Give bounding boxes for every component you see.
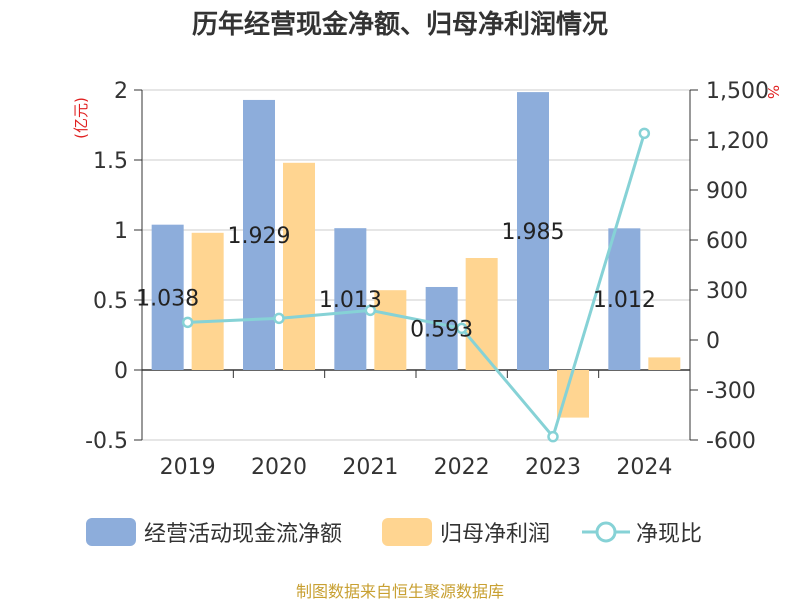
right-tick-label: 900 xyxy=(706,179,748,204)
left-tick-label: 0.5 xyxy=(93,289,128,314)
right-tick-label: 300 xyxy=(706,279,748,304)
legend-label-net-profit: 归母净利润 xyxy=(440,522,551,547)
right-tick-label: -600 xyxy=(706,429,756,454)
data-label-cash-flow: 1.012 xyxy=(593,288,656,313)
right-axis-unit: % xyxy=(764,85,782,99)
left-tick-label: 1.5 xyxy=(93,149,128,174)
x-tick-label: 2021 xyxy=(342,455,398,480)
bar-cash-flow xyxy=(243,99,275,370)
left-axis-unit: (亿元) xyxy=(72,97,90,139)
x-tick-label: 2020 xyxy=(251,455,307,480)
source-note: 制图数据来自恒生聚源数据库 xyxy=(295,582,504,601)
chart-legend: 经营活动现金流净额 归母净利润 净现比 xyxy=(0,516,800,552)
right-tick-label: 600 xyxy=(706,229,748,254)
left-tick-label: 1 xyxy=(114,219,128,244)
bar-net-profit xyxy=(648,357,681,370)
left-tick-label: 2 xyxy=(114,79,128,104)
legend-line-icon xyxy=(582,521,630,543)
line-cash-ratio xyxy=(187,132,646,440)
bar-net-profit xyxy=(283,162,315,370)
chart-title: 历年经营现金净额、归母净利润情况 xyxy=(191,10,608,40)
data-label-cash-flow: 1.013 xyxy=(319,288,382,313)
bar-net-profit xyxy=(374,290,407,370)
legend-item-cash-ratio[interactable]: 净现比 xyxy=(582,516,702,548)
legend-swatch-net-profit xyxy=(382,518,432,546)
x-tick-label: 2023 xyxy=(525,455,581,480)
point-cash-ratio xyxy=(547,430,559,443)
point-cash-ratio xyxy=(273,312,285,325)
point-cash-ratio xyxy=(181,316,194,329)
bar-cash-flow xyxy=(517,92,549,370)
legend-item-net-profit[interactable]: 归母净利润 xyxy=(382,516,550,548)
data-label-cash-flow: 1.985 xyxy=(502,220,565,245)
point-cash-ratio xyxy=(455,322,468,335)
bar-cash-flow xyxy=(425,286,458,370)
x-tick-label: 2024 xyxy=(616,455,672,480)
data-label-cash-flow: 0.593 xyxy=(410,317,473,342)
right-tick-label: 0 xyxy=(706,329,720,354)
right-tick-label: 1,200 xyxy=(706,129,769,154)
point-cash-ratio xyxy=(638,127,651,140)
point-cash-ratio xyxy=(364,304,377,317)
bar-cash-flow xyxy=(151,224,184,370)
right-tick-label: 1,500 xyxy=(706,79,769,104)
legend-label-cash-flow: 经营活动现金流净额 xyxy=(144,522,343,547)
legend-item-cash-flow[interactable]: 经营活动现金流净额 xyxy=(86,516,342,548)
legend-swatch-cash-flow xyxy=(86,518,136,546)
x-tick-label: 2019 xyxy=(160,455,216,480)
legend-label-cash-ratio: 净现比 xyxy=(636,522,703,547)
x-tick-label: 2022 xyxy=(434,455,490,480)
bar-cash-flow xyxy=(334,228,367,370)
left-tick-label: -0.5 xyxy=(85,429,128,454)
left-tick-label: 0 xyxy=(114,359,128,384)
right-tick-label: -300 xyxy=(706,379,756,404)
bar-net-profit xyxy=(191,232,224,370)
data-label-cash-flow: 1.038 xyxy=(136,286,199,311)
bar-cash-flow xyxy=(608,228,641,370)
data-label-cash-flow: 1.929 xyxy=(228,224,291,249)
